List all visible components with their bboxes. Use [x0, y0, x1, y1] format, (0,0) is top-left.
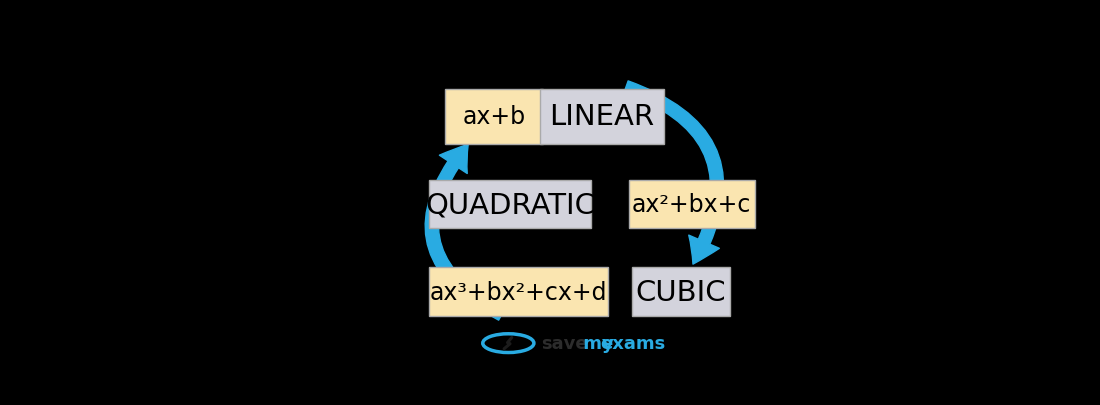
- FancyBboxPatch shape: [429, 180, 591, 229]
- Text: exams: exams: [601, 334, 666, 352]
- FancyBboxPatch shape: [429, 268, 608, 316]
- Text: ax²+bx+c: ax²+bx+c: [631, 192, 751, 217]
- Text: QUADRATIC: QUADRATIC: [425, 191, 595, 218]
- Text: LINEAR: LINEAR: [550, 103, 654, 131]
- Text: ax+b: ax+b: [462, 105, 526, 129]
- FancyBboxPatch shape: [628, 180, 755, 229]
- Text: CUBIC: CUBIC: [635, 278, 726, 306]
- FancyBboxPatch shape: [444, 90, 543, 145]
- FancyBboxPatch shape: [540, 90, 664, 145]
- Text: my: my: [576, 334, 614, 352]
- FancyArrowPatch shape: [425, 145, 505, 320]
- Text: ax³+bx²+cx+d: ax³+bx²+cx+d: [430, 280, 607, 304]
- Text: save: save: [541, 334, 587, 352]
- FancyArrowPatch shape: [624, 82, 724, 264]
- FancyBboxPatch shape: [631, 268, 729, 316]
